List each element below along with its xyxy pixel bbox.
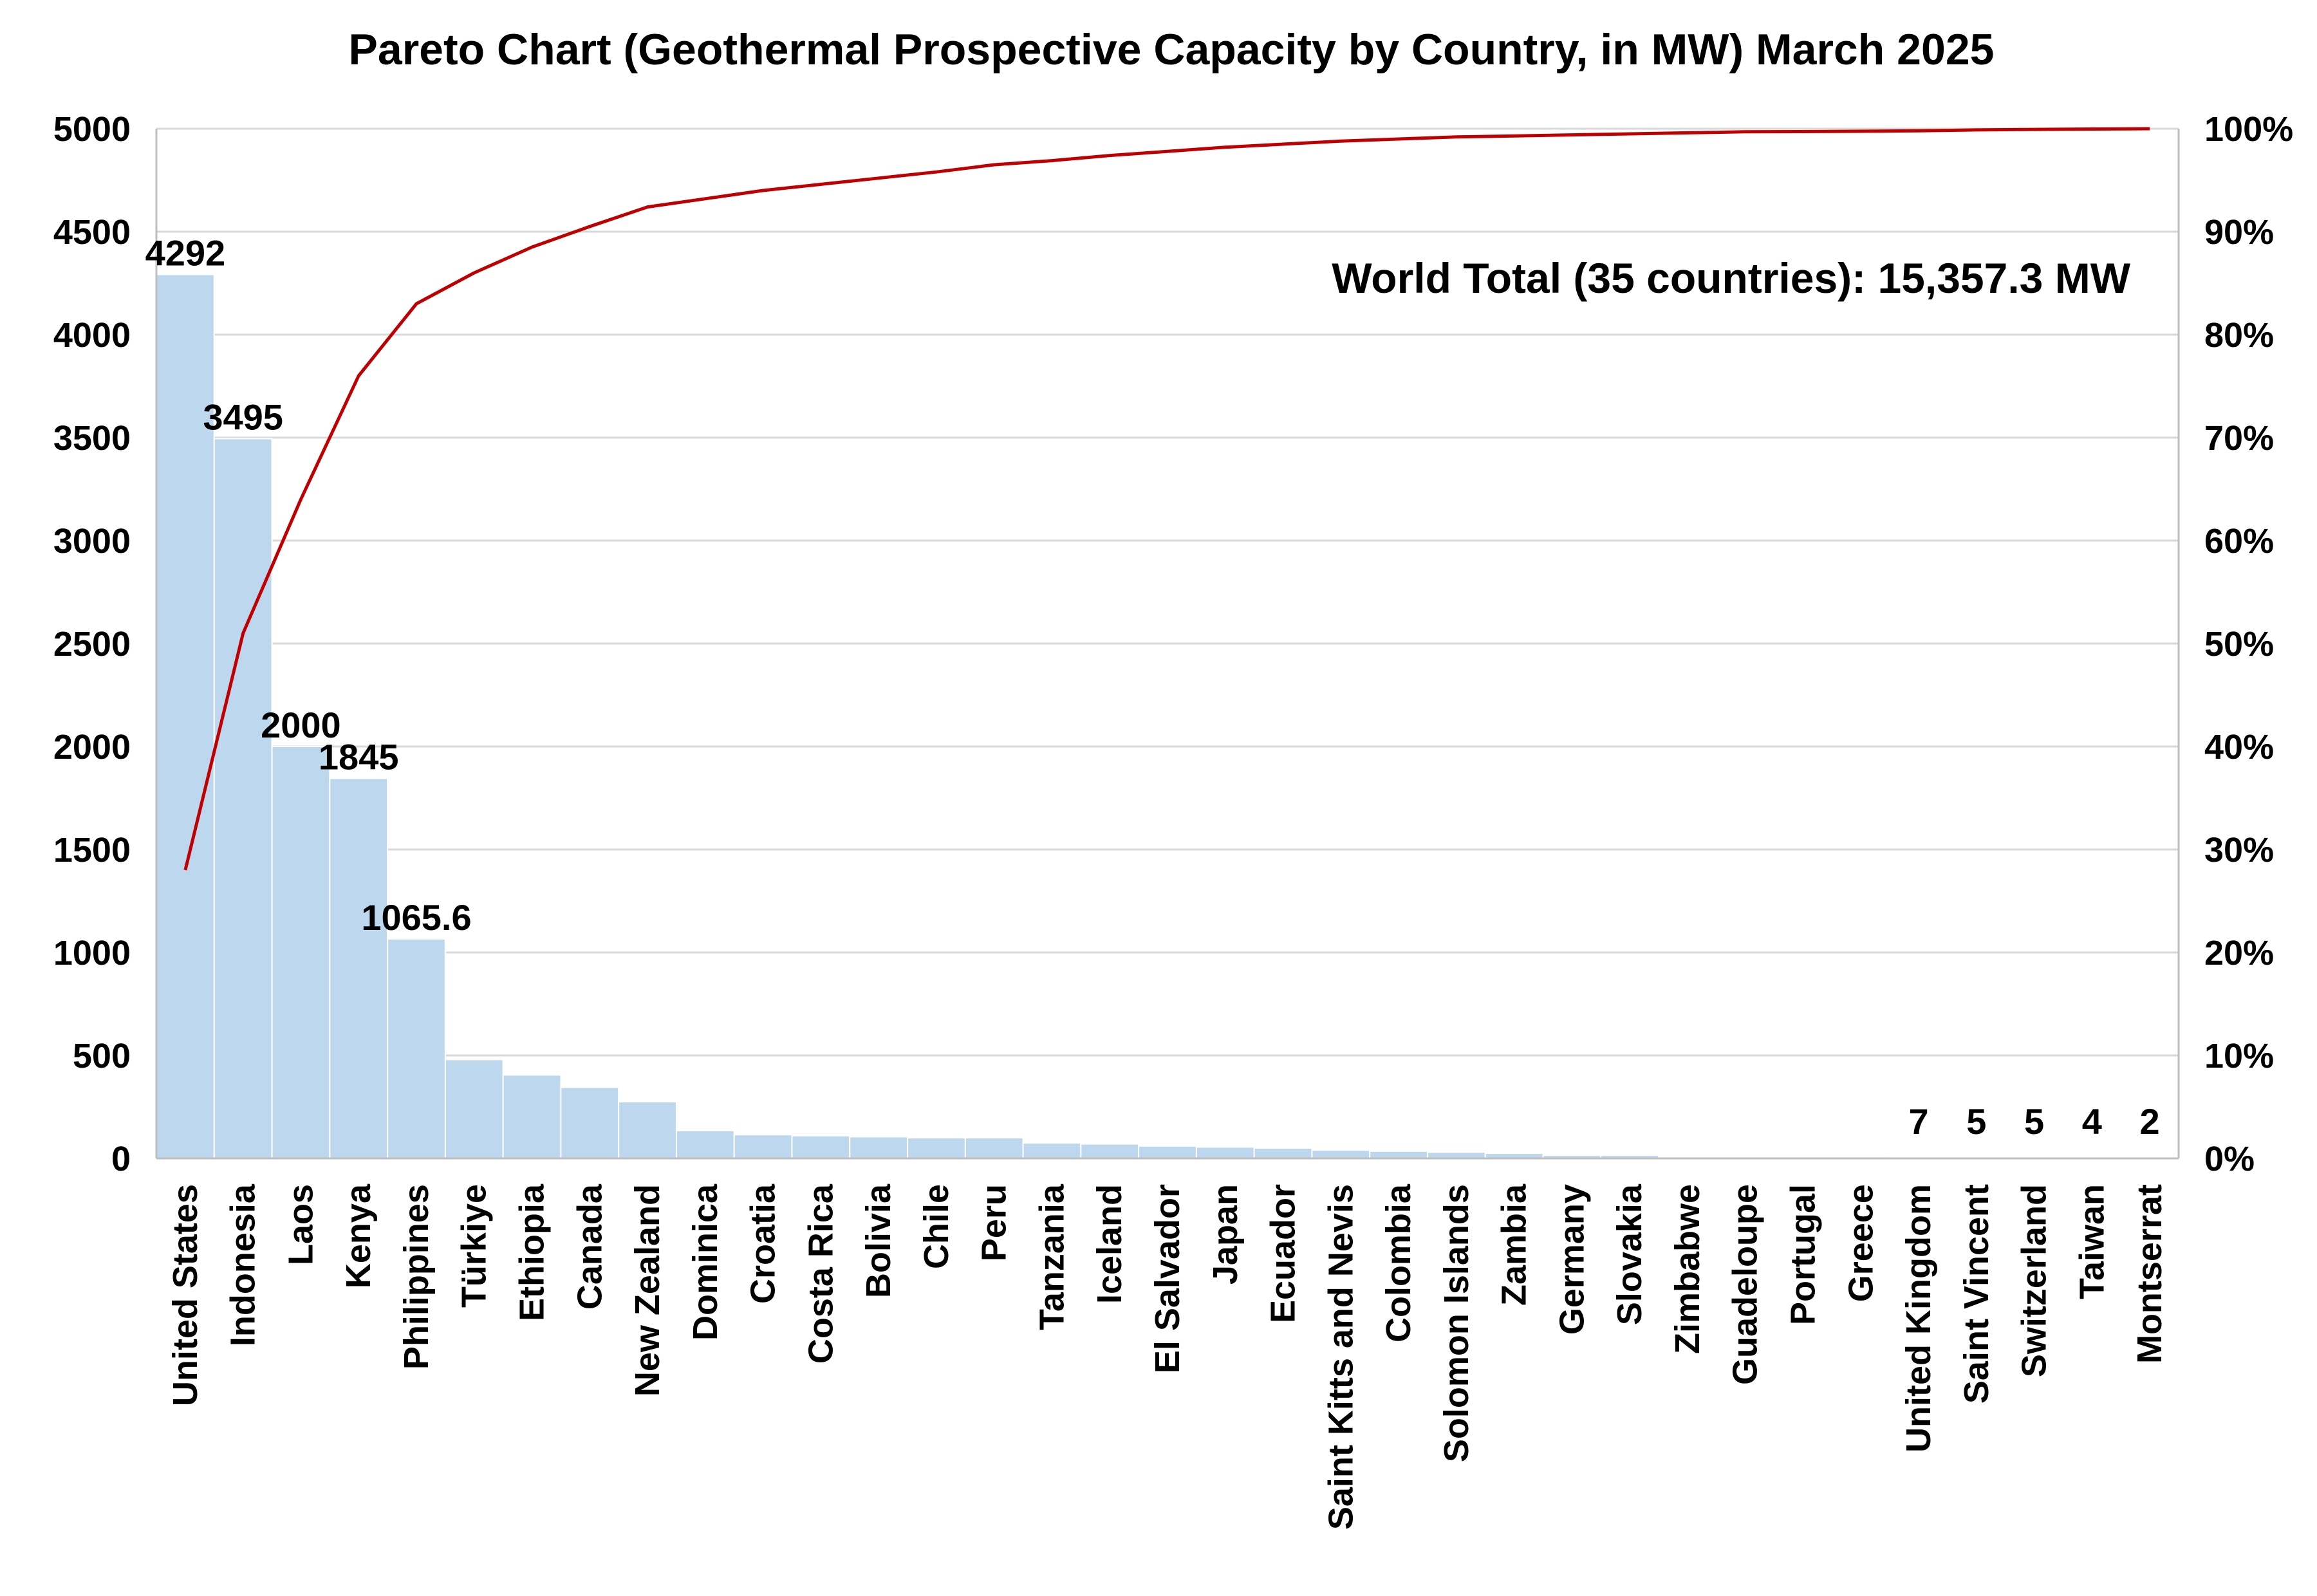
category-label: Bolivia (859, 1183, 898, 1298)
bar-data-label: 3495 (203, 397, 283, 438)
category-label: Kenya (339, 1183, 378, 1288)
y-right-tick-label: 40% (2204, 728, 2274, 766)
category-label: El Salvador (1148, 1184, 1187, 1373)
bar (964, 1137, 1024, 1159)
axes: 0 500 1000 1500 2000 2500 3000 3500 4000 4500 5000… (53, 110, 2293, 1178)
y-left-tick-label: 4000 (53, 316, 131, 355)
bar-data-label: 4292 (145, 233, 226, 274)
y-right-tick-label: 10% (2204, 1037, 2274, 1075)
category-label: Zambia (1495, 1183, 1534, 1306)
category-label: Iceland (1090, 1184, 1129, 1304)
world-total-annotation: World Total (35 countries): 15,357.3 MW (1332, 254, 2130, 302)
bar (618, 1101, 677, 1159)
category-label: Canada (570, 1183, 609, 1310)
y-left-tick-label: 0 (111, 1140, 131, 1178)
bar (675, 1129, 735, 1160)
category-label: Croatia (744, 1183, 783, 1304)
category-label: Dominica (686, 1183, 725, 1341)
category-label: Portugal (1784, 1184, 1823, 1325)
bar-data-label: 4 (2082, 1101, 2102, 1142)
bar (1022, 1142, 1082, 1159)
y-left-tick-label: 4500 (53, 213, 131, 252)
category-label: Colombia (1379, 1183, 1418, 1342)
bar (1369, 1150, 1428, 1160)
bar (733, 1134, 793, 1159)
category-label: Laos (281, 1184, 320, 1265)
bar-data-label: 2000 (261, 705, 341, 745)
bar (1080, 1143, 1140, 1159)
category-label: Indonesia (224, 1183, 263, 1346)
bar-data-label: 5 (1966, 1101, 1986, 1142)
bar (387, 938, 446, 1160)
category-label: Türkiye (455, 1184, 494, 1308)
bars (156, 274, 2179, 1160)
y-left-tick-label: 500 (73, 1037, 131, 1075)
y-right-tick-label: 70% (2204, 419, 2274, 458)
bar (849, 1136, 909, 1160)
bar (1138, 1145, 1197, 1160)
category-label: United Kingdom (1899, 1184, 1938, 1452)
category-label: Ecuador (1264, 1184, 1303, 1323)
gridlines (156, 127, 2179, 1057)
category-label: Peru (975, 1184, 1014, 1261)
category-label: Philippines (397, 1184, 436, 1369)
chart-title: Pareto Chart (Geothermal Prospective Cap… (349, 25, 1995, 74)
y-left-tick-label: 2000 (53, 728, 131, 766)
bar (271, 746, 331, 1159)
bar (1195, 1146, 1255, 1160)
bar-data-label: 2 (2140, 1101, 2160, 1142)
y-right-tick-label: 30% (2204, 831, 2274, 869)
category-label: Solomon Islands (1437, 1184, 1476, 1462)
bar (213, 438, 273, 1159)
category-label: Japan (1206, 1184, 1245, 1285)
category-label: New Zealand (628, 1184, 667, 1396)
y-left-tick-label: 3500 (53, 419, 131, 458)
category-label: Montserrat (2130, 1184, 2169, 1364)
category-label: Ethiopia (513, 1183, 552, 1321)
category-label: Zimbabwe (1668, 1184, 1707, 1354)
bar (560, 1086, 620, 1159)
bar (1253, 1147, 1313, 1159)
category-label: Saint Vincent (1957, 1184, 1996, 1404)
category-label: Tanzania (1033, 1183, 1072, 1330)
cumulative-percent-line (183, 127, 2150, 871)
y-right-tick-label: 20% (2204, 934, 2274, 972)
category-label: Slovakia (1610, 1183, 1649, 1325)
bar-data-label: 1845 (319, 737, 399, 777)
y-left-tick-label: 1500 (53, 831, 131, 869)
cumulative-line (183, 127, 2150, 871)
category-labels: United States Indonesia Laos Kenya Philippin… (166, 1183, 2169, 1530)
bar-data-label: 7 (1908, 1101, 1928, 1142)
bar (502, 1074, 562, 1160)
category-label: Taiwan (2072, 1184, 2111, 1299)
y-right-tick-label: 100% (2204, 110, 2293, 149)
y-left-tick-label: 5000 (53, 110, 131, 149)
category-label: Guadeloupe (1726, 1184, 1765, 1385)
y-left-tick-label: 2500 (53, 625, 131, 663)
y-right-tick-label: 60% (2204, 522, 2274, 561)
y-right-tick-label: 50% (2204, 625, 2274, 663)
bar (1311, 1149, 1371, 1159)
bar (444, 1059, 504, 1160)
bar (329, 777, 389, 1159)
y-right-tick-label: 0% (2204, 1140, 2255, 1178)
category-label: Switzerland (2015, 1184, 2054, 1377)
y-left-tick-label: 1000 (53, 934, 131, 972)
y-left-tick-label: 3000 (53, 522, 131, 561)
bar-data-label: 5 (2024, 1101, 2044, 1142)
category-label: Greece (1841, 1184, 1880, 1302)
category-label: Costa Rica (801, 1183, 840, 1364)
y-right-tick-label: 80% (2204, 316, 2274, 355)
bar-data-label: 1065.6 (361, 897, 471, 938)
category-label: Chile (917, 1184, 956, 1269)
y-right-tick-label: 90% (2204, 213, 2274, 252)
bar (791, 1135, 851, 1160)
bar (907, 1137, 966, 1159)
category-label: Saint Kitts and Nevis (1321, 1184, 1360, 1530)
category-label: Germany (1552, 1184, 1591, 1335)
category-label: United States (166, 1184, 205, 1406)
